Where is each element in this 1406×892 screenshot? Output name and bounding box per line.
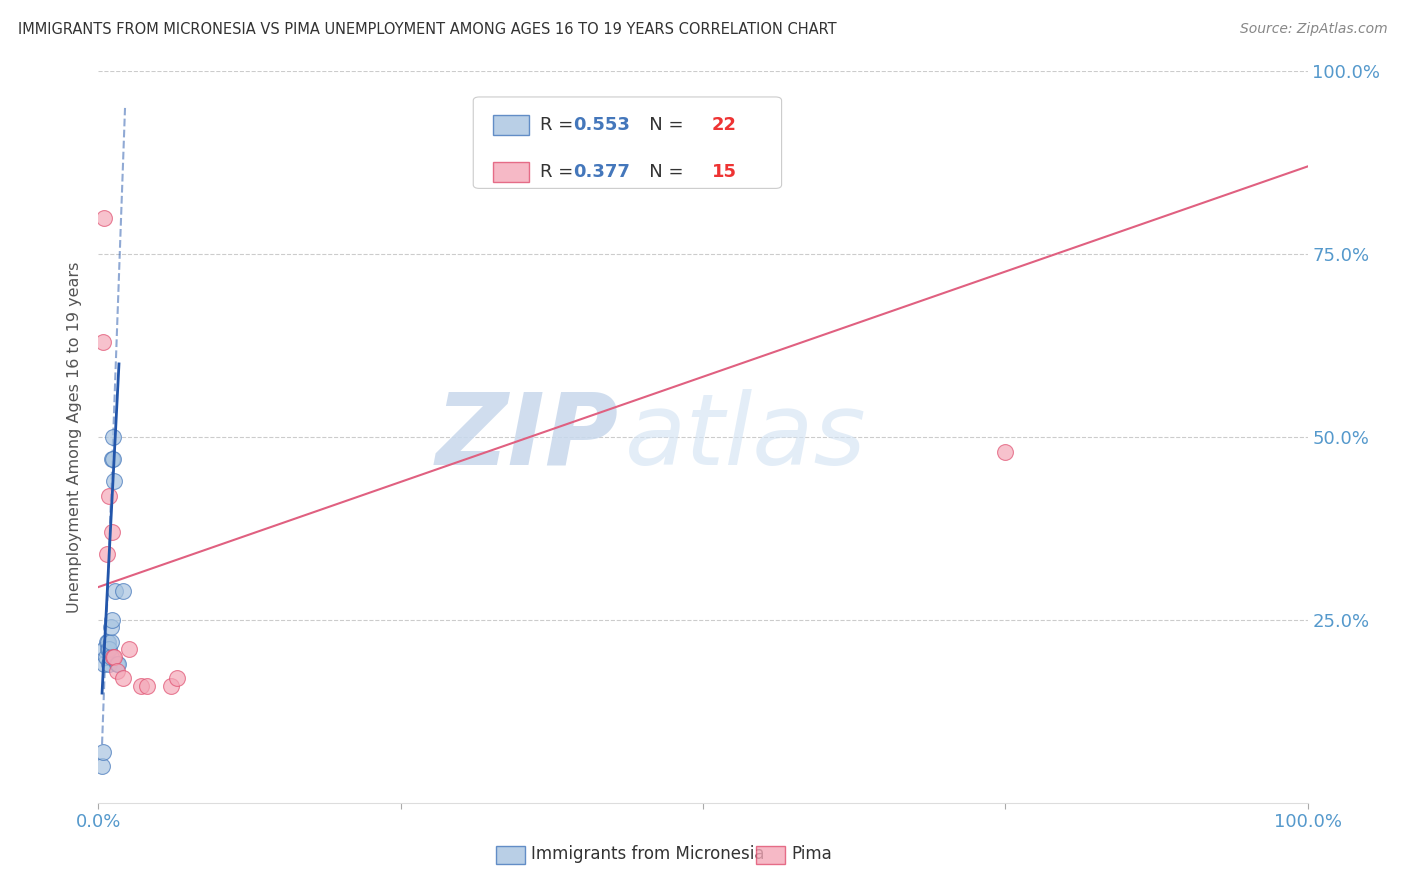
- FancyBboxPatch shape: [756, 846, 785, 863]
- Text: N =: N =: [631, 162, 689, 180]
- Point: [93, 657, 115, 671]
- FancyBboxPatch shape: [492, 115, 529, 135]
- Text: IMMIGRANTS FROM MICRONESIA VS PIMA UNEMPLOYMENT AMONG AGES 16 TO 19 YEARS CORREL: IMMIGRANTS FROM MICRONESIA VS PIMA UNEMP…: [18, 22, 837, 37]
- Point: [105, 657, 128, 671]
- Point: [91, 759, 114, 773]
- Point: [100, 620, 122, 634]
- Text: Source: ZipAtlas.com: Source: ZipAtlas.com: [1240, 22, 1388, 37]
- FancyBboxPatch shape: [496, 846, 526, 863]
- Text: 15: 15: [711, 162, 737, 180]
- Text: ZIP: ZIP: [436, 389, 619, 485]
- Point: [111, 583, 134, 598]
- Text: N =: N =: [631, 116, 689, 134]
- Point: [100, 525, 122, 540]
- Point: [104, 583, 127, 598]
- Point: [107, 657, 129, 671]
- Point: [101, 430, 124, 444]
- Point: [98, 657, 121, 671]
- Point: [93, 211, 115, 225]
- Point: [101, 649, 124, 664]
- Point: [97, 642, 120, 657]
- Point: [98, 489, 121, 503]
- FancyBboxPatch shape: [474, 97, 782, 188]
- FancyBboxPatch shape: [492, 162, 529, 182]
- Point: [111, 672, 134, 686]
- Point: [98, 642, 121, 657]
- Point: [135, 679, 157, 693]
- Point: [100, 613, 122, 627]
- Point: [93, 642, 115, 657]
- Text: R =: R =: [540, 162, 579, 180]
- Point: [103, 649, 125, 664]
- Point: [105, 664, 128, 678]
- Point: [101, 452, 124, 467]
- Text: 22: 22: [711, 116, 737, 134]
- Point: [129, 679, 152, 693]
- Y-axis label: Unemployment Among Ages 16 to 19 years: Unemployment Among Ages 16 to 19 years: [67, 261, 83, 613]
- Point: [166, 672, 188, 686]
- Text: Pima: Pima: [792, 845, 832, 863]
- Point: [100, 635, 122, 649]
- Point: [100, 649, 122, 664]
- Point: [994, 444, 1017, 458]
- Text: 0.377: 0.377: [574, 162, 630, 180]
- Point: [160, 679, 183, 693]
- Point: [103, 474, 125, 488]
- Point: [96, 635, 118, 649]
- Text: 0.553: 0.553: [574, 116, 630, 134]
- Text: R =: R =: [540, 116, 579, 134]
- Point: [91, 334, 114, 349]
- Point: [96, 547, 118, 561]
- Text: Immigrants from Micronesia: Immigrants from Micronesia: [531, 845, 765, 863]
- Point: [118, 642, 141, 657]
- Point: [91, 745, 114, 759]
- Point: [94, 649, 117, 664]
- Text: atlas: atlas: [624, 389, 866, 485]
- Point: [97, 635, 120, 649]
- Point: [100, 452, 122, 467]
